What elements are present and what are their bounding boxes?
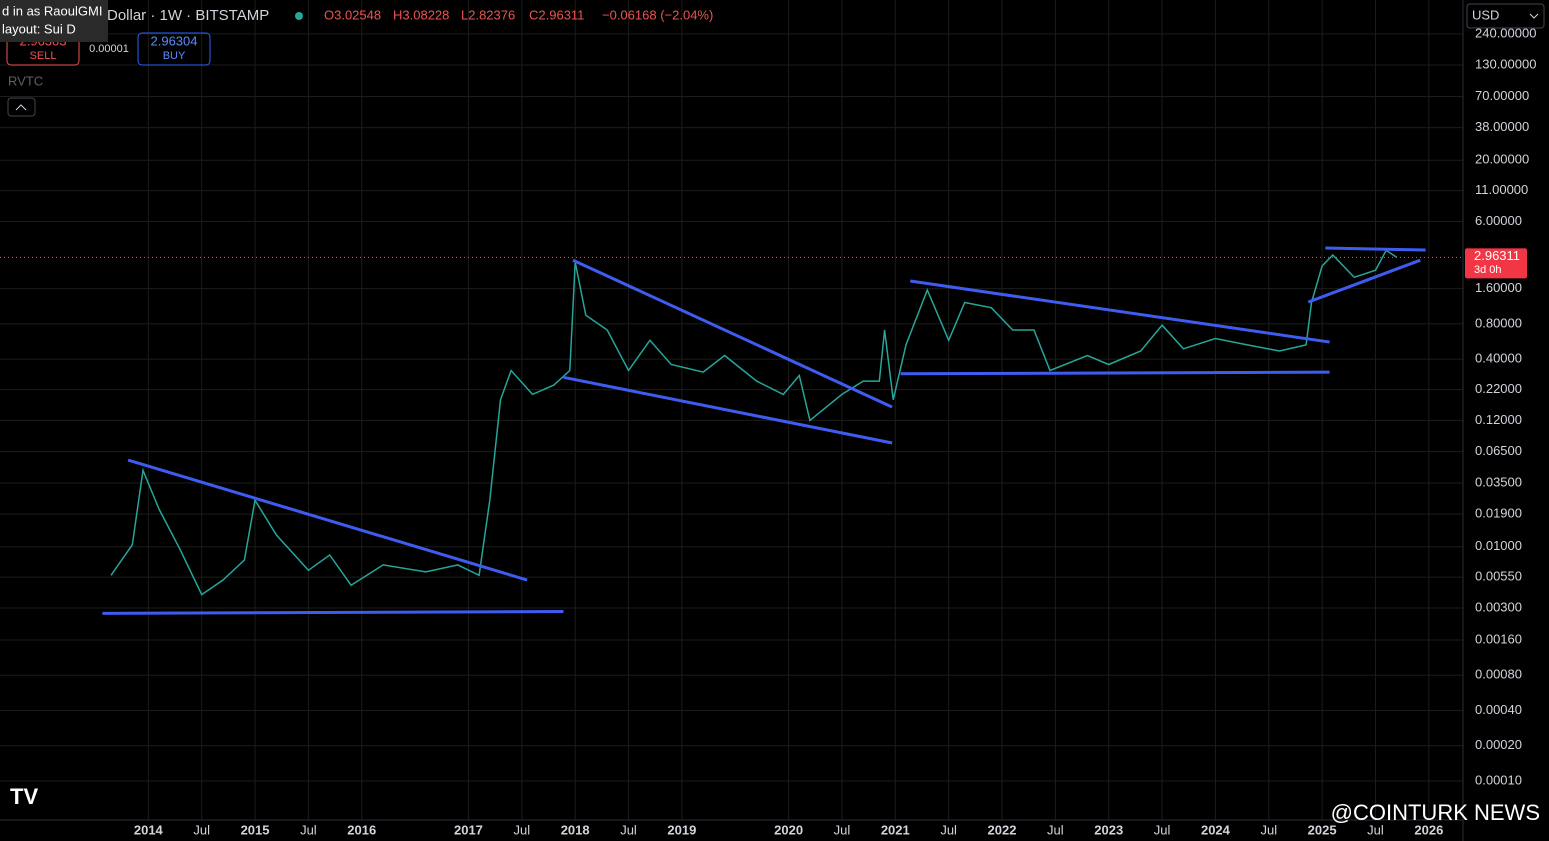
y-tick-label: 0.80000: [1475, 315, 1522, 330]
y-tick-label: 6.00000: [1475, 213, 1522, 228]
x-tick-label: 2022: [988, 822, 1017, 837]
trendline: [910, 279, 1330, 344]
buy-button[interactable]: [137, 32, 211, 66]
currency: USD: [1472, 7, 1499, 22]
y-tick-label: 0.00160: [1475, 631, 1522, 646]
x-tick-label: 2018: [561, 822, 590, 837]
trendline: [1307, 258, 1421, 304]
x-tick-label: Jul: [1154, 822, 1171, 837]
x-tick-label: Jul: [940, 822, 957, 837]
y-tick-label: 1.60000: [1475, 280, 1522, 295]
symbol: Dollar · 1W · BITSTAMP: [107, 7, 269, 24]
y-tick-label: 0.00080: [1475, 667, 1522, 682]
last-price-label: 2.96311: [1474, 248, 1520, 263]
ohlc-change: −0.06168 (−2.04%): [602, 7, 713, 22]
trendline: [127, 458, 528, 582]
y-tick-label: 70.00000: [1475, 88, 1529, 103]
y-tick-label: 130.00000: [1475, 56, 1536, 71]
x-tick-label: Jul: [834, 822, 851, 837]
y-tick-label: 0.00040: [1475, 702, 1522, 717]
y-tick-label: 0.01000: [1475, 538, 1522, 553]
indicator: RVTC: [8, 73, 43, 88]
watermark: @COINTURK NEWS: [1331, 800, 1540, 825]
buy-label: BUY: [163, 50, 186, 62]
y-tick-label: 0.00300: [1475, 599, 1522, 614]
ohlc-low: L2.82376: [461, 7, 515, 22]
ohlc-close: C2.96311: [529, 7, 584, 22]
x-tick-label: 2023: [1094, 822, 1123, 837]
logo: TV: [10, 784, 38, 809]
last-price-tag: [1465, 248, 1527, 279]
trendline: [102, 609, 564, 615]
y-tick-label: 0.12000: [1475, 412, 1522, 427]
collapse-button[interactable]: [7, 97, 36, 117]
y-tick-label: 0.22000: [1475, 381, 1522, 396]
ohlc-high: H3.08228: [393, 7, 449, 22]
x-tick-label: 2025: [1308, 822, 1337, 837]
y-tick-label: 240.00000: [1475, 25, 1536, 40]
sell-label: SELL: [30, 50, 57, 62]
x-tick-label: 2020: [774, 822, 803, 837]
x-tick-label: Jul: [300, 822, 317, 837]
x-tick-label: 2026: [1414, 822, 1443, 837]
tooltip-line: layout: Sui D: [2, 21, 76, 36]
x-tick-label: Jul: [193, 822, 210, 837]
x-tick-label: 2014: [134, 822, 164, 837]
x-tick-label: Jul: [514, 822, 531, 837]
x-tick-label: 2015: [241, 822, 270, 837]
x-tick-label: 2021: [881, 822, 910, 837]
spread: 0.00001: [89, 43, 129, 55]
x-tick-label: 2024: [1201, 822, 1231, 837]
countdown: 3d 0h: [1474, 264, 1502, 276]
trendline: [900, 370, 1330, 376]
y-tick-label: 0.01900: [1475, 506, 1522, 521]
x-tick-label: Jul: [1367, 822, 1384, 837]
y-tick-label: 38.00000: [1475, 119, 1529, 134]
buy-price: 2.96304: [151, 33, 198, 48]
y-tick-label: 0.00010: [1475, 772, 1522, 787]
trendline: [572, 258, 893, 409]
x-tick-label: Jul: [1260, 822, 1277, 837]
trendline: [1325, 246, 1426, 252]
x-tick-label: 2017: [454, 822, 483, 837]
plot-area: [0, 0, 1463, 820]
y-tick-label: 0.00550: [1475, 569, 1522, 584]
currency-select[interactable]: [1466, 3, 1545, 29]
tooltip-line: d in as RaoulGMI: [2, 3, 102, 18]
dropdown-icon: [1529, 13, 1539, 19]
collapse-icon: [15, 104, 27, 111]
y-tick-label: 0.03500: [1475, 474, 1522, 489]
y-tick-label: 11.00000: [1475, 182, 1528, 197]
status-dot: [295, 12, 303, 20]
price-line: [110, 249, 1398, 596]
x-tick-label: Jul: [1047, 822, 1064, 837]
x-tick-label: 2016: [347, 822, 376, 837]
trendline: [563, 375, 893, 445]
tooltip: [0, 0, 108, 42]
y-tick-label: 0.06500: [1475, 443, 1522, 458]
ohlc-open: O3.02548: [324, 7, 381, 22]
y-tick-label: 0.40000: [1475, 351, 1522, 366]
y-tick-label: 0.00020: [1475, 737, 1522, 752]
x-tick-label: Jul: [620, 822, 637, 837]
x-tick-label: 2019: [667, 822, 696, 837]
y-tick-label: 20.00000: [1475, 152, 1529, 167]
